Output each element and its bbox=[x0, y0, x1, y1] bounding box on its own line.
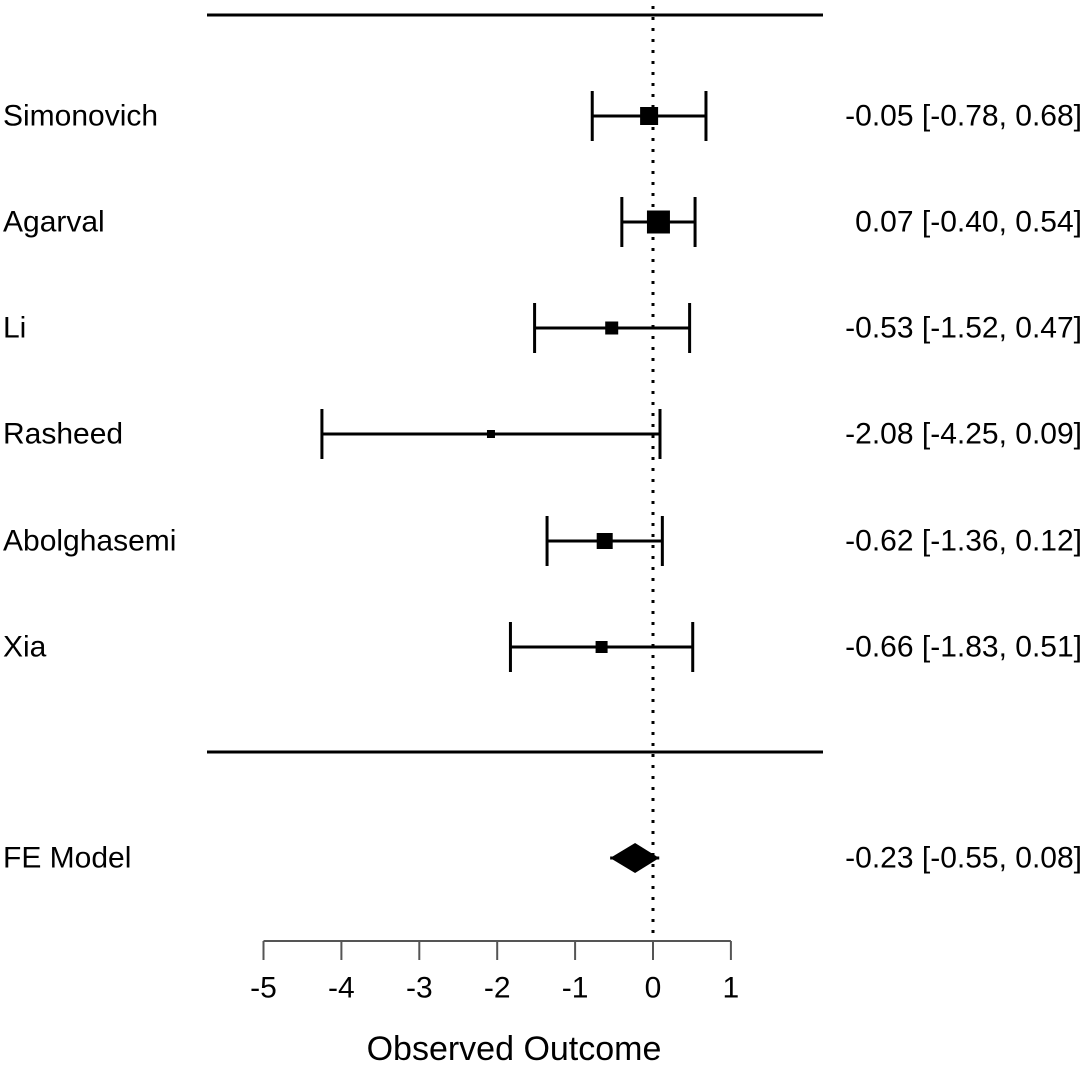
study-point-marker bbox=[595, 641, 608, 653]
x-axis-title: Observed Outcome bbox=[367, 1030, 662, 1068]
study-label: Li bbox=[3, 312, 26, 345]
study-annotation: -0.53 [-1.52, 0.47] bbox=[845, 312, 1082, 345]
study-point-marker bbox=[596, 533, 613, 549]
summary-annotation: -0.23 [-0.55, 0.08] bbox=[845, 842, 1082, 875]
summary-diamond bbox=[610, 843, 660, 873]
study-point-marker bbox=[486, 430, 495, 438]
study-annotation: 0.07 [-0.40, 0.54] bbox=[855, 206, 1082, 239]
x-axis-tick-label: -5 bbox=[250, 972, 277, 1005]
study-label: Abolghasemi bbox=[3, 525, 176, 558]
x-axis-tick-label: 0 bbox=[645, 972, 662, 1005]
study-annotation: -0.05 [-0.78, 0.68] bbox=[845, 100, 1082, 133]
study-label: Simonovich bbox=[3, 100, 158, 133]
x-axis-tick-label: 1 bbox=[723, 972, 740, 1005]
summary-label: FE Model bbox=[3, 842, 131, 875]
x-axis-tick-label: -4 bbox=[328, 972, 355, 1005]
study-annotation: -0.62 [-1.36, 0.12] bbox=[845, 525, 1082, 558]
x-axis-tick-label: -2 bbox=[484, 972, 511, 1005]
study-point-marker bbox=[646, 210, 670, 234]
study-point-marker bbox=[640, 107, 659, 125]
x-axis-tick-label: -1 bbox=[562, 972, 589, 1005]
study-annotation: -2.08 [-4.25, 0.09] bbox=[845, 418, 1082, 451]
study-label: Rasheed bbox=[3, 418, 123, 451]
study-label: Agarval bbox=[3, 206, 105, 239]
x-axis-tick-label: -3 bbox=[406, 972, 433, 1005]
study-annotation: -0.66 [-1.83, 0.51] bbox=[845, 631, 1082, 664]
study-label: Xia bbox=[3, 631, 47, 664]
study-point-marker bbox=[605, 321, 619, 335]
